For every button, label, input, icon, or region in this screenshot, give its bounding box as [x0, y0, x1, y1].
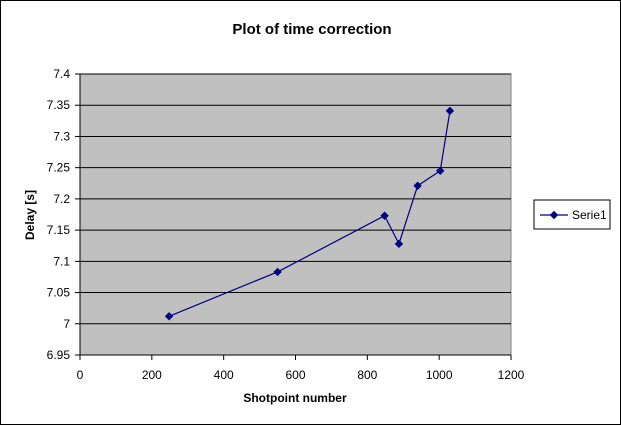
plot-area [79, 73, 512, 356]
legend-marker [549, 210, 559, 220]
y-tick-label: 7.35 [47, 98, 71, 112]
x-tick-label: 400 [214, 368, 234, 382]
x-tick-label: 1200 [498, 368, 525, 382]
x-tick-label: 0 [77, 368, 84, 382]
y-axis-title: Delay [s] [23, 190, 37, 240]
data-point [436, 166, 445, 175]
y-tick-label: 7.2 [53, 192, 70, 206]
legend-label: Serie1 [572, 208, 607, 222]
x-axis-title: Shotpoint number [243, 391, 347, 405]
chart-title: Plot of time correction [232, 21, 391, 38]
legend: Serie1 [533, 199, 611, 230]
x-tick-label: 800 [357, 368, 377, 382]
y-tick-label: 7 [63, 317, 70, 331]
y-tick-label: 7.05 [47, 286, 71, 300]
y-tick-label: 7.25 [47, 161, 71, 175]
gridlines [80, 73, 511, 325]
y-axis: 6.95 7 7.05 7.1 7.15 7.2 7.25 7.3 7.35 7.4 [47, 67, 81, 362]
y-tick-label: 7.4 [53, 67, 70, 81]
data-point [273, 267, 282, 277]
y-tick-label: 7.3 [53, 129, 70, 143]
x-tick-label: 1000 [426, 368, 453, 382]
data-point [413, 181, 422, 190]
x-tick-label: 600 [285, 368, 305, 382]
series-group [164, 106, 455, 321]
y-tick-label: 7.1 [53, 254, 70, 268]
data-point [394, 239, 404, 249]
x-axis: 0 200 400 600 800 1000 1200 [77, 354, 525, 382]
x-tick-label: 200 [142, 368, 162, 382]
data-point [164, 312, 174, 321]
y-tick-label: 7.15 [47, 223, 71, 237]
data-point [445, 106, 455, 116]
y-tick-label: 6.95 [47, 348, 71, 362]
data-point [380, 211, 389, 220]
